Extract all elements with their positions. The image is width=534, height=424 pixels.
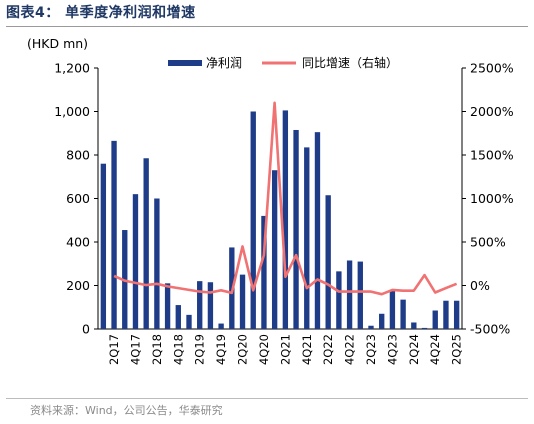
bar-3Q21 xyxy=(293,129,299,329)
y-right-tick-label: 1500% xyxy=(470,148,514,163)
bar-2Q23 xyxy=(368,325,374,329)
bar-2Q18 xyxy=(154,198,160,329)
bar-2Q22 xyxy=(325,195,331,329)
x-tick-label: 2Q20 xyxy=(236,334,250,365)
x-tick-label: 4Q23 xyxy=(385,334,399,365)
figure-title: 图表4： 单季度净利润和增速 xyxy=(6,5,196,21)
x-tick-label: 4Q17 xyxy=(128,334,142,365)
x-tick-label: 4Q22 xyxy=(343,334,357,365)
bar-3Q20 xyxy=(250,111,256,329)
bar-4Q18 xyxy=(175,305,181,329)
bar-3Q22 xyxy=(336,271,342,329)
x-tick-label: 2Q19 xyxy=(193,334,207,365)
y-right-tick-label: 500% xyxy=(470,235,506,250)
x-tick-label: 4Q24 xyxy=(428,334,442,365)
x-tick-label: 2Q17 xyxy=(107,334,121,365)
bar-2Q24 xyxy=(411,322,417,329)
bar-1Q17 xyxy=(100,163,107,329)
x-tick-label: 2Q18 xyxy=(150,334,164,365)
legend-label-yoy-growth: 同比增速（右轴） xyxy=(302,55,398,70)
y-left-tick-label: 400 xyxy=(66,235,90,250)
y-right-tick-label: -500% xyxy=(470,322,510,337)
y-right-tick-label: 1000% xyxy=(470,191,514,206)
bar-2Q21 xyxy=(282,110,289,329)
bar-1Q23 xyxy=(357,261,363,329)
x-tick-label: 2Q22 xyxy=(321,334,335,365)
y-unit-label: (HKD mn) xyxy=(27,36,88,51)
y-right-tick-label: 2000% xyxy=(470,104,514,119)
x-tick-label: 2Q24 xyxy=(407,334,421,365)
bar-1Q21 xyxy=(271,170,278,329)
legend-label-net-profit: 净利润 xyxy=(206,56,242,70)
source-divider xyxy=(6,398,528,399)
bar-4Q23 xyxy=(389,290,396,329)
y-left-tick-label: 600 xyxy=(66,191,90,206)
y-left-tick-label: 200 xyxy=(66,278,90,293)
line-yoy-growth xyxy=(113,101,458,296)
bar-4Q20 xyxy=(261,215,267,329)
x-axis-ticks: 2Q17 4Q17 2Q18 4Q18 2Q19 4Q19 2Q20 4Q20 2Q21 4Q21… xyxy=(107,334,464,365)
bar-2Q20 xyxy=(239,274,246,329)
bar-1Q18 xyxy=(143,158,149,329)
bar-2Q25 xyxy=(453,300,460,329)
legend: 净利润 同比增速（右轴） xyxy=(168,55,398,70)
bar-2Q17 xyxy=(111,140,117,329)
y-left-tick-label: 0 xyxy=(82,322,90,337)
bar-4Q17 xyxy=(132,194,139,329)
bar-1Q24 xyxy=(400,299,406,329)
title-divider xyxy=(6,26,528,27)
y-right-tick-label: 0% xyxy=(470,278,490,293)
legend-swatch-net-profit xyxy=(168,60,202,66)
bar-series-net-profit xyxy=(100,110,460,329)
bar-4Q22 xyxy=(346,260,353,329)
combo-chart: (HKD mn) 净利润 同比增速（右轴） 0 200 400 600 800 1,000… xyxy=(27,36,514,365)
x-tick-label: 4Q18 xyxy=(171,334,185,365)
bar-1Q22 xyxy=(314,132,321,329)
x-tick-label: 2Q23 xyxy=(364,334,378,365)
bar-4Q24 xyxy=(432,310,438,329)
y-left-tick-label: 800 xyxy=(66,148,90,163)
y-right-tick-label: 2500% xyxy=(470,61,514,76)
bar-4Q19 xyxy=(218,323,224,329)
x-tick-label: 2Q25 xyxy=(450,334,464,365)
bar-3Q24 xyxy=(421,327,428,329)
bar-1Q25 xyxy=(443,300,449,329)
bar-3Q19 xyxy=(207,282,214,329)
bar-2Q19 xyxy=(197,281,203,329)
y-left-tick-label: 1,000 xyxy=(54,104,90,119)
x-tick-label: 4Q19 xyxy=(214,334,228,365)
x-tick-label: 4Q21 xyxy=(300,334,314,365)
x-tick-label: 2Q21 xyxy=(278,334,292,365)
bar-1Q19 xyxy=(186,314,192,329)
bar-3Q23 xyxy=(379,313,385,329)
x-tick-label: 4Q20 xyxy=(257,334,271,365)
line-series-yoy-growth xyxy=(113,101,458,296)
bar-4Q21 xyxy=(304,147,310,329)
source-note: 资料来源：Wind，公司公告，华泰研究 xyxy=(30,404,223,417)
bar-3Q18 xyxy=(164,283,171,329)
y-left-tick-label: 1,200 xyxy=(54,61,90,76)
